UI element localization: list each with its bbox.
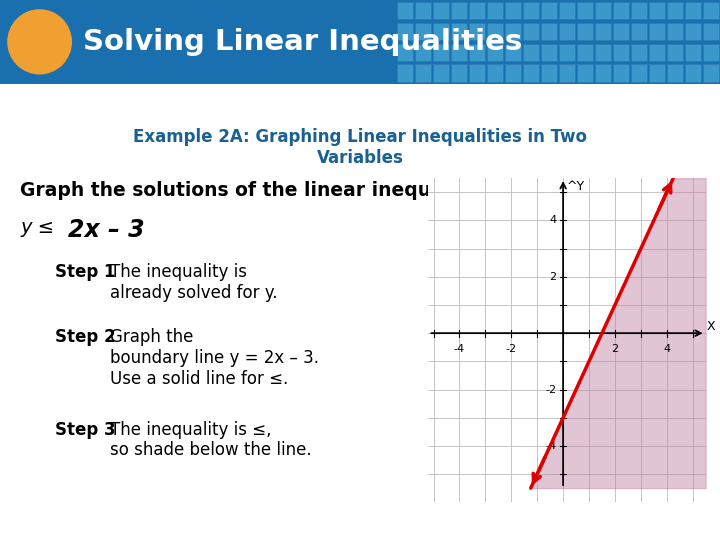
Bar (631, 44, 647, 61)
Text: 2x – 3: 2x – 3 (68, 219, 145, 242)
Text: Graph the
boundary line y = 2x – 3.
Use a solid line for ≤.: Graph the boundary line y = 2x – 3. Use … (110, 328, 319, 388)
Bar (523, 44, 539, 61)
Text: Graph the solutions of the linear inequality.: Graph the solutions of the linear inequa… (20, 180, 483, 200)
Text: y ≤: y ≤ (20, 219, 60, 238)
Bar (415, 2, 431, 19)
Bar (559, 64, 575, 82)
Bar (595, 44, 611, 61)
Bar (469, 23, 485, 40)
Bar (415, 64, 431, 82)
Bar (685, 64, 701, 82)
Bar (613, 23, 629, 40)
Bar (487, 44, 503, 61)
Bar (667, 23, 683, 40)
Bar (559, 2, 575, 19)
Bar (541, 23, 557, 40)
Bar (487, 2, 503, 19)
Bar (505, 23, 521, 40)
Bar (595, 64, 611, 82)
Text: 2: 2 (549, 272, 557, 282)
Text: 4: 4 (549, 215, 557, 226)
Bar (649, 23, 665, 40)
Bar (685, 23, 701, 40)
Text: 4: 4 (663, 345, 670, 354)
Bar (595, 23, 611, 40)
Bar (559, 23, 575, 40)
Bar (703, 44, 719, 61)
Bar (577, 44, 593, 61)
Text: The inequality is
already solved for y.: The inequality is already solved for y. (110, 263, 277, 301)
Bar (667, 64, 683, 82)
Text: -4: -4 (454, 345, 465, 354)
Bar (487, 64, 503, 82)
Text: Step 3: Step 3 (55, 421, 116, 438)
Bar (613, 44, 629, 61)
Text: Holt McDougal Algebra 1: Holt McDougal Algebra 1 (11, 516, 185, 529)
Text: Example 2A: Graphing Linear Inequalities in Two
Variables: Example 2A: Graphing Linear Inequalities… (133, 128, 587, 167)
Bar (703, 2, 719, 19)
Text: Step 2: Step 2 (55, 328, 116, 346)
Bar (433, 64, 449, 82)
Bar (541, 44, 557, 61)
Bar (649, 2, 665, 19)
Bar (505, 2, 521, 19)
Text: Step 1: Step 1 (55, 263, 115, 281)
Bar (703, 23, 719, 40)
Bar (505, 44, 521, 61)
Bar (649, 44, 665, 61)
Bar (433, 23, 449, 40)
Bar (469, 44, 485, 61)
Text: Copyright © by Holt Mc Dougal. All Rights Reserved.: Copyright © by Holt Mc Dougal. All Right… (416, 517, 709, 528)
Bar (685, 2, 701, 19)
Bar (451, 44, 467, 61)
Bar (415, 44, 431, 61)
Bar (667, 44, 683, 61)
Text: 2: 2 (611, 345, 618, 354)
Bar (415, 23, 431, 40)
Bar (685, 44, 701, 61)
Bar (469, 2, 485, 19)
Bar (451, 23, 467, 40)
Text: ^Y: ^Y (567, 180, 585, 193)
Bar (451, 64, 467, 82)
Bar (667, 2, 683, 19)
Bar (649, 64, 665, 82)
Bar (397, 23, 413, 40)
Bar (541, 64, 557, 82)
Bar (631, 23, 647, 40)
Bar (505, 64, 521, 82)
Ellipse shape (7, 9, 72, 75)
Bar (433, 2, 449, 19)
Bar (595, 2, 611, 19)
Bar (541, 2, 557, 19)
Bar (613, 64, 629, 82)
Bar (523, 64, 539, 82)
Bar (703, 64, 719, 82)
Bar (577, 2, 593, 19)
Bar (523, 2, 539, 19)
Text: -2: -2 (505, 345, 517, 354)
Bar (577, 64, 593, 82)
Bar (631, 2, 647, 19)
Bar (559, 44, 575, 61)
Bar (613, 2, 629, 19)
Bar (523, 23, 539, 40)
Bar (397, 2, 413, 19)
Bar (577, 23, 593, 40)
Bar (397, 64, 413, 82)
Bar (397, 44, 413, 61)
Text: -4: -4 (546, 441, 557, 451)
Bar (631, 64, 647, 82)
Bar (469, 64, 485, 82)
Text: -2: -2 (546, 384, 557, 395)
Text: The inequality is ≤,
so shade below the line.: The inequality is ≤, so shade below the … (110, 421, 312, 460)
Text: X: X (707, 320, 716, 333)
Bar (451, 2, 467, 19)
Bar (433, 44, 449, 61)
Text: Solving Linear Inequalities: Solving Linear Inequalities (83, 28, 522, 56)
Bar (487, 23, 503, 40)
